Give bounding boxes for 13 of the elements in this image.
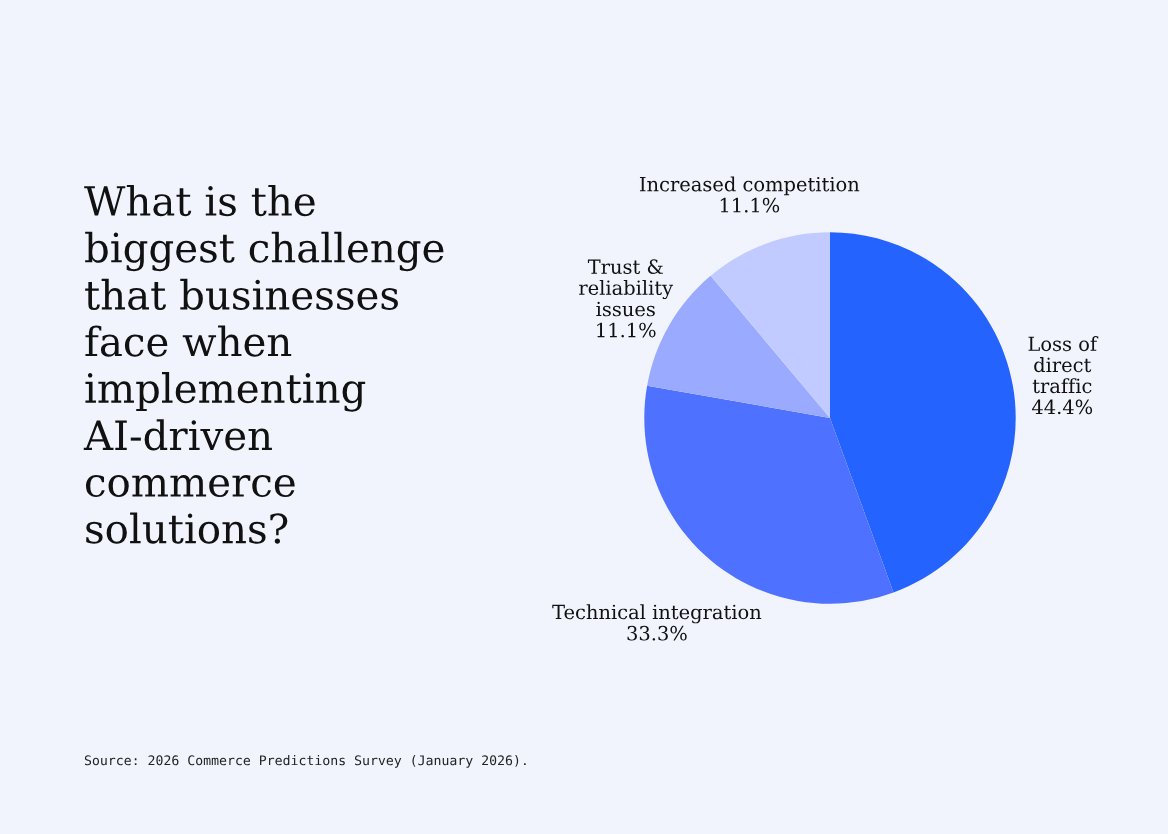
pie-slice: [644, 385, 894, 604]
data-label: 33.3%: [627, 625, 687, 641]
text: What is the biggest challenge that businesses face when implementing AI-driven commerce solutions?: [83, 185, 444, 544]
pie-slice: [830, 232, 1016, 593]
slice-label: Loss of direct traffic: [1028, 336, 1099, 394]
pie-slice: [710, 232, 830, 418]
data-label: 44.4%: [1031, 399, 1093, 415]
slice-label: Increased competition: [639, 176, 860, 196]
data-label: 11.1%: [597, 322, 656, 338]
source-note: Source: 2026 Commerce Predictions Survey (January 2026).: [84, 755, 526, 768]
slice-label: Technical integration: [552, 604, 762, 624]
slice-label: Trust & reliability issues: [579, 259, 674, 317]
data-label: 11.1%: [720, 197, 780, 213]
